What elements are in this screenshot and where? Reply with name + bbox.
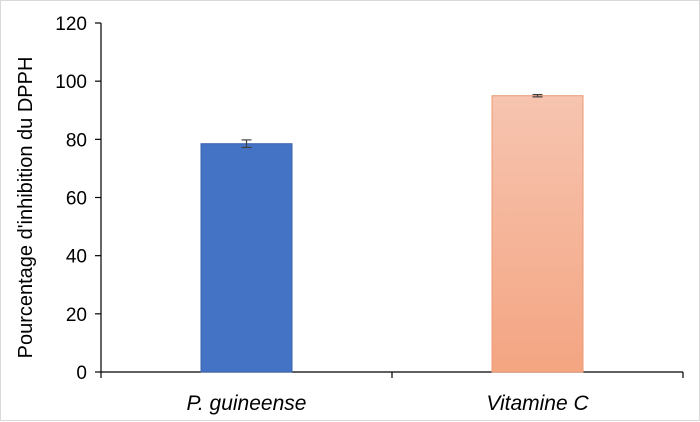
x-category-label: P. guineense xyxy=(187,392,307,415)
bar-p-guineense xyxy=(200,143,293,373)
labels: 0 20 40 60 80 100 120 P. guineense Vitamine C xyxy=(55,14,589,415)
y-tick-label: 20 xyxy=(66,305,87,326)
y-tick-label: 100 xyxy=(55,72,87,93)
bars xyxy=(200,95,584,373)
y-tick-label: 40 xyxy=(66,247,87,268)
y-axis-title: Pourcentage d'inhibition du DPPH xyxy=(15,57,37,359)
error-bars xyxy=(241,93,543,149)
axes xyxy=(95,22,684,378)
y-tick-label: 120 xyxy=(55,14,87,35)
y-tick-label: 80 xyxy=(66,130,87,151)
x-category-label: Vitamine C xyxy=(486,392,589,415)
y-tick-label: 60 xyxy=(66,189,87,210)
y-tick-label: 0 xyxy=(76,363,87,384)
bar-vitamine-c xyxy=(491,95,584,373)
